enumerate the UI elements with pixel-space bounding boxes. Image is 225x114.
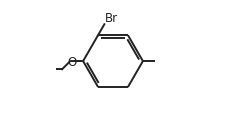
Text: O: O — [67, 55, 76, 68]
Text: Br: Br — [105, 12, 118, 25]
